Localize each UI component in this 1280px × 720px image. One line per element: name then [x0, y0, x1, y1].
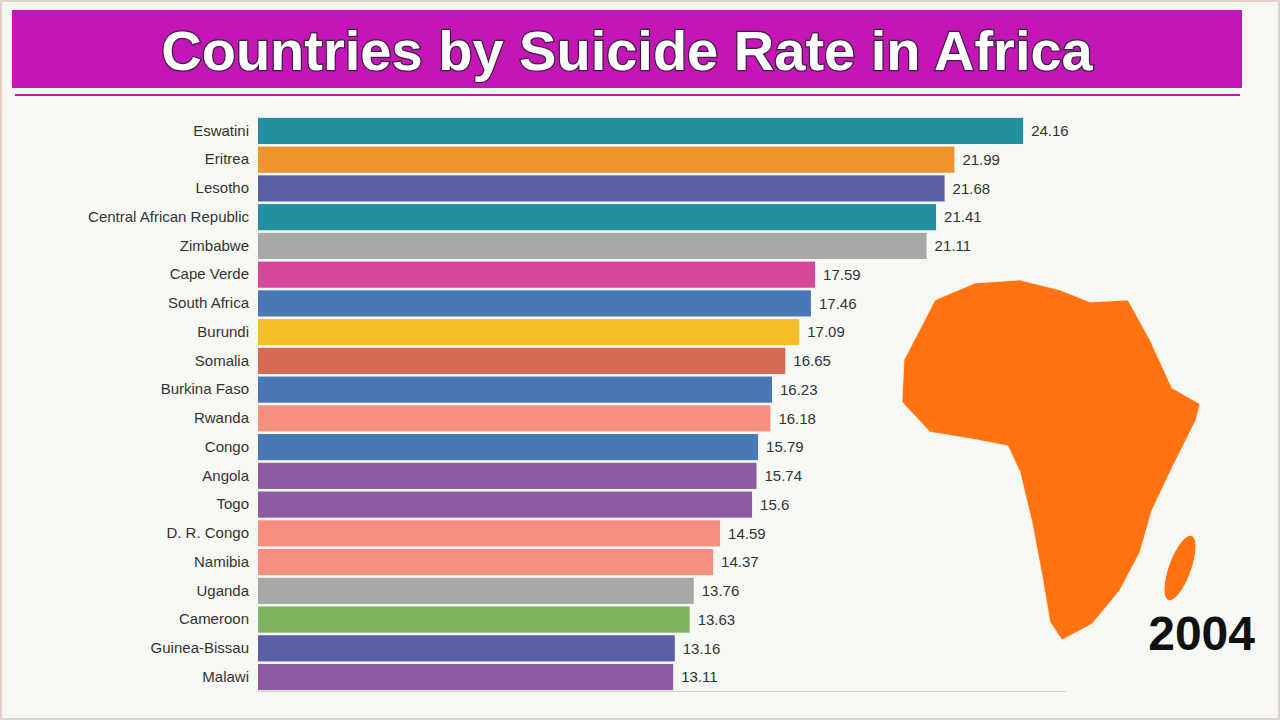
bar [258, 635, 675, 661]
madagascar [1158, 532, 1202, 603]
bar [258, 348, 785, 374]
y-tick: Somalia [195, 352, 250, 369]
y-tick: South Africa [168, 294, 250, 311]
bar [258, 377, 772, 403]
category-label: Burundi [197, 323, 249, 340]
data-label: 17.59 [823, 266, 861, 283]
category-label: D. R. Congo [166, 524, 249, 541]
category-label: South Africa [168, 294, 250, 311]
data-label: 21.68 [953, 180, 991, 197]
y-tick: Congo [205, 438, 249, 455]
data-label: 24.16 [1031, 122, 1069, 139]
category-label: Eswatini [193, 122, 249, 139]
y-tick: Burundi [197, 323, 249, 340]
category-label: Guinea-Bissau [151, 639, 249, 656]
data-labels: 24.16 21.99 21.68 21.41 21.11 17.59 17.46 17.09… [681, 122, 1069, 685]
bars [258, 118, 1023, 690]
bar [258, 405, 770, 431]
bar [258, 434, 758, 460]
y-tick: Guinea-Bissau [151, 639, 249, 656]
y-tick: Cape Verde [170, 265, 249, 282]
bar [258, 549, 713, 575]
bar [258, 319, 799, 345]
bar [258, 664, 673, 690]
data-label: 15.79 [766, 438, 804, 455]
category-label: Zimbabwe [180, 237, 249, 254]
y-tick: Eritrea [205, 150, 250, 167]
y-tick: Uganda [196, 582, 249, 599]
y-tick: Cameroon [179, 610, 249, 627]
bar [258, 262, 815, 288]
category-label: Uganda [196, 582, 249, 599]
y-tick: Eswatini [193, 122, 249, 139]
data-label: 13.76 [702, 582, 740, 599]
category-label: Rwanda [194, 409, 250, 426]
chart: Countries by Suicide Rate in Africa Eswat… [0, 0, 1280, 720]
title: Countries by Suicide Rate in Africa [161, 19, 1093, 82]
y-tick: Central African Republic [88, 208, 249, 225]
category-label: Lesotho [196, 179, 249, 196]
data-label: 21.11 [935, 237, 971, 254]
title-underline [15, 94, 1240, 96]
africa-map [902, 280, 1200, 640]
category-label: Somalia [195, 352, 250, 369]
category-label: Burkina Faso [161, 380, 249, 397]
category-label: Togo [216, 495, 249, 512]
bar [258, 233, 927, 259]
background [0, 0, 1280, 720]
data-label: 21.41 [944, 208, 982, 225]
y-tick: Rwanda [194, 409, 250, 426]
data-label: 14.37 [721, 553, 759, 570]
bar [258, 118, 1023, 144]
annotations: 2004 [1148, 607, 1255, 660]
category-label: Angola [202, 467, 249, 484]
category-label: Cameroon [179, 610, 249, 627]
bar [258, 290, 811, 316]
y-tick: Togo [216, 495, 249, 512]
bar [258, 520, 720, 546]
y-tick: Lesotho [196, 179, 249, 196]
category-label: Congo [205, 438, 249, 455]
y-tick: Namibia [194, 553, 250, 570]
data-label: 13.16 [683, 640, 721, 657]
x-axis-line [259, 691, 1067, 692]
category-label: Namibia [194, 553, 250, 570]
data-label: 17.46 [819, 295, 857, 312]
y-tick: Burkina Faso [161, 380, 249, 397]
bar [258, 175, 945, 201]
data-label: 16.18 [778, 410, 816, 427]
category-label: Cape Verde [170, 265, 249, 282]
bar [258, 147, 954, 173]
data-label: 15.74 [764, 467, 802, 484]
data-label: 15.6 [760, 496, 789, 513]
data-label: 13.11 [681, 668, 717, 685]
data-label: 14.59 [728, 525, 766, 542]
frame [1, 1, 1279, 719]
category-label: Central African Republic [88, 208, 249, 225]
x-axis [259, 691, 1067, 692]
year-label: 2004 [1148, 607, 1255, 660]
data-label: 17.09 [807, 323, 845, 340]
y-tick: Angola [202, 467, 249, 484]
data-label: 13.63 [698, 611, 736, 628]
bar [258, 492, 752, 518]
bar [258, 578, 694, 604]
y-tick: D. R. Congo [166, 524, 249, 541]
title-box [12, 10, 1242, 88]
data-label: 21.99 [962, 151, 1000, 168]
bar [258, 463, 756, 489]
data-label: 16.65 [793, 352, 831, 369]
data-label: 16.23 [780, 381, 818, 398]
y-axis: Eswatini Eritrea Lesotho Central African Re… [88, 122, 250, 685]
bar [258, 204, 936, 230]
y-tick: Malawi [202, 668, 249, 685]
category-label: Malawi [202, 668, 249, 685]
y-tick: Zimbabwe [180, 237, 249, 254]
category-label: Eritrea [205, 150, 250, 167]
bar [258, 606, 690, 632]
